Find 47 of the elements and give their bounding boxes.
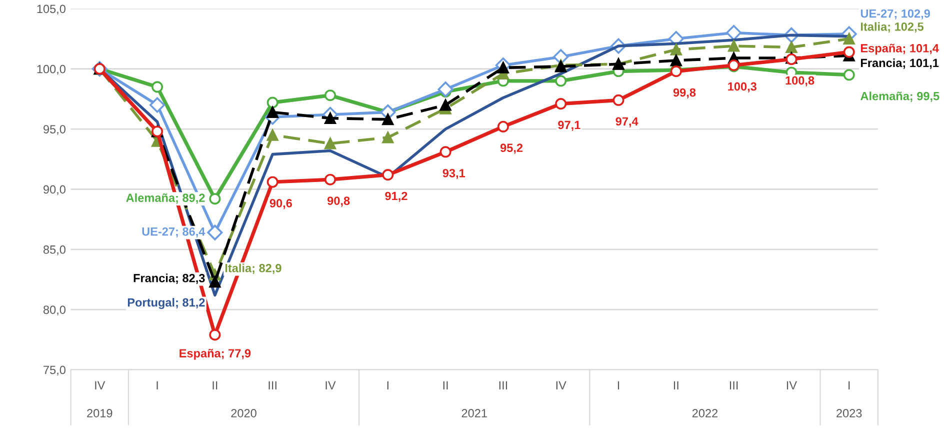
data-label: España; 77,9 bbox=[180, 348, 251, 360]
x-tick-label: IV bbox=[786, 381, 797, 390]
text: 2023 bbox=[836, 409, 862, 418]
x-tick-label: IV bbox=[556, 381, 566, 390]
data-label: 97,1 bbox=[558, 120, 580, 131]
data-label: 90,6 bbox=[270, 199, 292, 210]
data-label: 100,3 bbox=[728, 82, 756, 92]
data-label: Italia; 102,5 bbox=[860, 22, 924, 33]
y-tick-label: 90,0 bbox=[44, 185, 66, 196]
data-label: Alemaña; 99,5 bbox=[860, 92, 940, 102]
data-label: Francia; 82,3 bbox=[134, 274, 205, 284]
x-tick-label: I bbox=[618, 381, 620, 390]
data-label: 95,2 bbox=[500, 144, 523, 154]
text: 2022 bbox=[692, 409, 718, 418]
x-tick-label: III bbox=[730, 381, 738, 390]
data-label: Italia; 82,9 bbox=[225, 264, 282, 274]
data-label: 100,8 bbox=[786, 76, 814, 86]
data-label: 93,1 bbox=[442, 168, 466, 180]
y-tick-label: 85,0 bbox=[43, 245, 66, 256]
y-tick-label: 100,0 bbox=[37, 64, 66, 75]
text: 2019 bbox=[87, 409, 112, 418]
data-label: 90,8 bbox=[327, 196, 350, 207]
data-label: Alemaña; 89,2 bbox=[126, 193, 205, 204]
data-label: UE-27; 102,9 bbox=[860, 9, 930, 20]
x-tick-label: I bbox=[156, 381, 158, 390]
x-tick-label: III bbox=[268, 381, 276, 390]
text: 2020 bbox=[231, 409, 256, 418]
y-tick-label: 80,0 bbox=[43, 306, 66, 316]
data-label: 91,2 bbox=[385, 192, 408, 202]
data-label: Francia; 101,1 bbox=[860, 58, 939, 69]
x-tick-label: IV bbox=[326, 381, 336, 390]
x-tick-label: II bbox=[674, 381, 678, 390]
data-label: España; 101,4 bbox=[860, 44, 939, 55]
x-tick-label: III bbox=[499, 381, 508, 390]
data-label: UE-27; 86,4 bbox=[142, 227, 206, 238]
text: 2021 bbox=[462, 409, 487, 418]
x-tick-label: II bbox=[443, 381, 448, 390]
y-tick-label: 95,0 bbox=[44, 125, 66, 135]
y-tick-label: 75,0 bbox=[44, 366, 66, 376]
data-label: Portugal; 81,2 bbox=[128, 298, 205, 309]
x-tick-label: I bbox=[848, 381, 850, 390]
y-tick-label: 105,0 bbox=[37, 4, 66, 14]
data-label: 97,4 bbox=[616, 117, 638, 128]
x-tick-label: II bbox=[212, 381, 218, 390]
x-tick-label: IV bbox=[95, 381, 106, 390]
data-label: 99,8 bbox=[673, 88, 696, 98]
x-tick-label: I bbox=[387, 381, 388, 390]
